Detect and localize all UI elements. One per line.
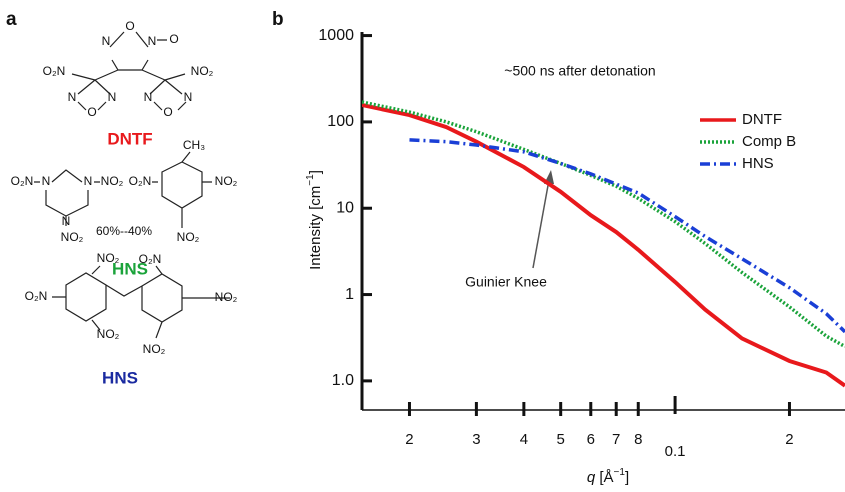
atom: O (169, 32, 178, 46)
panel-label: b (272, 9, 284, 30)
atom: N (62, 214, 71, 228)
legend-label: Comp B (742, 133, 796, 150)
x-label-close: ] (625, 469, 629, 486)
data-line (362, 100, 845, 349)
x-label-exponent: −1 (614, 467, 626, 478)
atom: O₂N (129, 174, 152, 188)
x-tick-label: 7 (612, 431, 620, 448)
atom: O (125, 19, 134, 33)
atom: O₂N (25, 289, 48, 303)
atom: O₂N (11, 174, 34, 188)
atom: NO₂ (143, 342, 166, 356)
annotation-arrow (532, 179, 550, 269)
y-label-close: ] (307, 170, 324, 174)
x-tick-label: 8 (634, 431, 642, 448)
atom: NO₂ (215, 290, 238, 304)
panel-label: a (6, 9, 17, 30)
compound-name: HNS (112, 259, 148, 278)
compound-name: HNS (102, 368, 138, 387)
x-tick-label: 0.1 (665, 443, 686, 460)
atom: N (42, 174, 51, 188)
y-label-text: Intensity [cm (307, 186, 324, 270)
x-tick-label: 6 (587, 431, 595, 448)
atom: N (102, 34, 111, 48)
y-tick-label: 1 (345, 286, 354, 303)
x-tick-label: 2 (405, 431, 413, 448)
atom: N (148, 34, 157, 48)
y-tick-label: 100 (327, 113, 354, 130)
data-line (362, 103, 845, 388)
legend-label: DNTF (742, 111, 782, 128)
atom: O (163, 105, 172, 119)
atom: NO₂ (101, 174, 124, 188)
legend-label: HNS (742, 155, 774, 172)
atom: O₂N (139, 252, 162, 266)
annotation: Guinier Knee (465, 274, 547, 290)
bonds (34, 151, 212, 228)
atom: N (184, 90, 193, 104)
atom: NO₂ (61, 230, 84, 244)
x-tick-label: 5 (557, 431, 565, 448)
atom: N (108, 90, 117, 104)
atom: N (144, 90, 153, 104)
x-label-symbol: q (587, 469, 596, 486)
x-tick-label: 4 (520, 431, 528, 448)
y-tick-label: 1.0 (332, 372, 354, 389)
atom: NO₂ (177, 230, 200, 244)
atom: N (84, 174, 93, 188)
atom: N (68, 90, 77, 104)
atom: NO₂ (97, 327, 120, 341)
atom: O₂N (43, 64, 66, 78)
ratio: 60%--40% (96, 224, 152, 238)
compound-name: DNTF (107, 129, 152, 148)
x-tick-label: 2 (785, 431, 793, 448)
x-label-unit: [Å (595, 469, 613, 486)
bonds (52, 265, 230, 339)
atom: CH₃ (183, 138, 205, 152)
annotation: ~500 ns after detonation (504, 63, 655, 79)
y-tick-label: 10 (336, 199, 354, 216)
panel-a: a N O N O O₂N NO₂ N O N N O N DNTF O₂N N… (6, 9, 238, 387)
y-label-exponent: −1 (305, 174, 316, 186)
bonds (71, 31, 187, 111)
atom: NO₂ (97, 251, 120, 265)
y-axis-label: Intensity [cm−1] (305, 170, 324, 270)
x-axis-label: q [Å−1] (587, 467, 629, 486)
atom: NO₂ (191, 64, 214, 78)
data-line (409, 138, 845, 334)
y-tick-label: 1000 (318, 27, 354, 44)
atom: O (87, 105, 96, 119)
atom: NO₂ (215, 174, 238, 188)
x-tick-label: 3 (472, 431, 480, 448)
